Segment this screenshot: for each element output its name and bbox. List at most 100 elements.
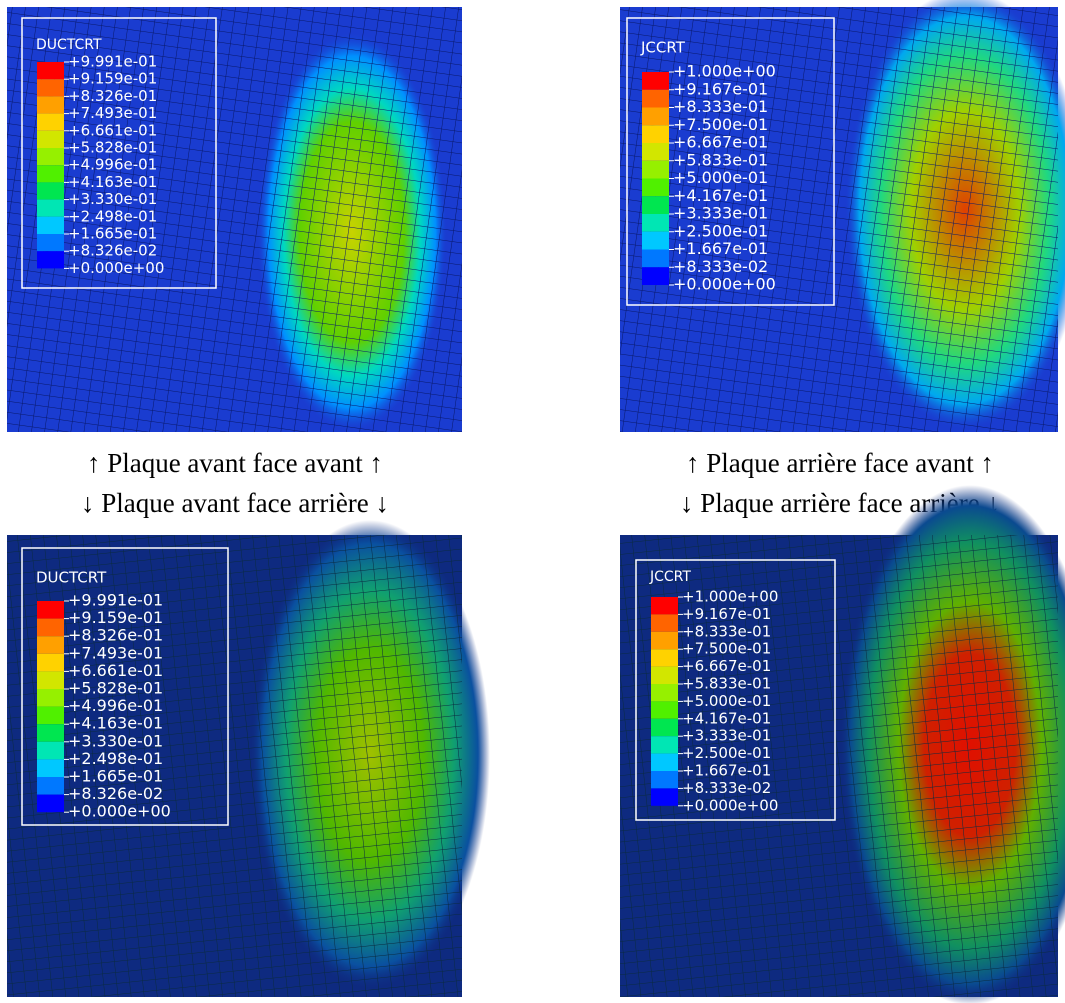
legend-label: +5.828e-01 — [68, 679, 163, 698]
legend-swatch — [651, 614, 678, 632]
legend-swatch — [37, 216, 64, 234]
legend-label: +1.000e+00 — [682, 588, 778, 606]
legend-label: +1.667e-01 — [673, 239, 768, 258]
legend-label: +8.333e-02 — [682, 779, 771, 797]
legend-swatch — [651, 631, 678, 650]
legend-label: +3.333e-01 — [682, 727, 771, 745]
legend-swatch — [642, 249, 669, 268]
legend-label: +9.159e-01 — [68, 70, 157, 88]
legend-swatch — [37, 79, 64, 97]
legend-swatch — [651, 666, 678, 684]
legend-box — [21, 547, 229, 826]
legend-label: +6.667e-01 — [673, 133, 768, 152]
legend-swatch — [651, 788, 678, 806]
legend-label: +9.991e-01 — [68, 591, 163, 610]
legend-label: +1.000e+00 — [673, 62, 776, 81]
legend-swatch — [37, 601, 64, 619]
legend-label: +7.500e-01 — [682, 640, 771, 658]
legend-swatch — [642, 125, 669, 143]
legend-label: +4.163e-01 — [68, 173, 157, 191]
legend-label: +1.665e-01 — [68, 225, 157, 243]
caption: ↑ Plaque arrière face avant ↑ — [686, 448, 994, 478]
legend-label: +6.661e-01 — [68, 121, 157, 139]
legend-box — [635, 559, 836, 821]
legend-title: JCCRT — [649, 569, 691, 585]
legend-label: +2.500e-01 — [673, 221, 768, 240]
legend-label: +7.500e-01 — [673, 115, 768, 134]
contour-panel: DUCTCRT+9.991e-01+9.159e-01+8.326e-01+7.… — [7, 7, 462, 432]
legend-label: +9.167e-01 — [682, 605, 771, 623]
legend-title: DUCTCRT — [36, 37, 102, 53]
legend-swatch — [37, 234, 64, 252]
legend-swatch — [651, 736, 678, 754]
legend-swatch — [37, 148, 64, 166]
legend-box — [626, 17, 835, 306]
legend-label: +5.828e-01 — [68, 139, 157, 157]
legend-swatch — [37, 113, 64, 131]
legend-swatch — [37, 130, 64, 148]
legend-swatch — [37, 165, 64, 183]
legend-swatch — [37, 741, 64, 760]
legend-swatch — [642, 72, 669, 90]
legend-swatch — [37, 251, 64, 269]
legend-label: +1.665e-01 — [68, 767, 163, 786]
legend-swatch — [37, 671, 64, 689]
legend-label: +6.667e-01 — [682, 657, 771, 675]
legend-swatch — [651, 597, 678, 615]
legend-swatch — [37, 689, 64, 707]
legend-label: +2.500e-01 — [682, 744, 771, 762]
legend-label: +7.493e-01 — [68, 104, 157, 122]
legend-label: +8.333e-01 — [673, 97, 768, 116]
legend-label: +5.833e-01 — [673, 150, 768, 169]
element-mesh — [7, 535, 462, 997]
legend-swatch — [642, 214, 669, 232]
legend-swatch — [37, 618, 64, 637]
legend-swatch — [37, 724, 64, 742]
legend-label: +4.167e-01 — [682, 709, 771, 727]
legend-label: +8.333e-02 — [673, 257, 768, 276]
legend-title: DUCTCRT — [36, 569, 107, 587]
legend-label: +6.661e-01 — [68, 661, 163, 680]
legend-label: +2.498e-01 — [68, 749, 163, 768]
element-mesh — [7, 7, 462, 432]
legend-title: JCCRT — [640, 39, 686, 57]
legend-swatch — [37, 96, 64, 114]
legend-swatch — [37, 62, 64, 80]
legend-label: +4.996e-01 — [68, 156, 157, 174]
legend-label: +7.493e-01 — [68, 643, 163, 662]
legend-swatch — [651, 701, 678, 719]
legend-swatch — [642, 178, 669, 197]
legend-label: +3.330e-01 — [68, 731, 163, 750]
legend-swatch — [37, 706, 64, 725]
legend-label: +3.330e-01 — [68, 190, 157, 208]
legend-label: +4.163e-01 — [68, 714, 163, 733]
legend-label: +8.326e-02 — [68, 242, 157, 260]
legend-label: +4.167e-01 — [673, 186, 768, 205]
legend-swatch — [37, 182, 64, 200]
legend-label: +0.000e+00 — [682, 796, 778, 814]
legend-label: +2.498e-01 — [68, 207, 157, 225]
legend-swatch — [651, 684, 678, 702]
legend-label: +8.326e-01 — [68, 87, 157, 105]
element-mesh — [620, 535, 1058, 997]
legend-label: +9.991e-01 — [68, 53, 157, 71]
legend-swatch — [651, 718, 678, 737]
legend-swatch — [642, 89, 669, 108]
legend-swatch — [37, 199, 64, 217]
legend-swatch — [37, 653, 64, 672]
contour-panel: JCCRT +1.000e+00+9.167e-01+8.333e-01+7.50… — [620, 485, 1065, 1003]
legend-label: +8.326e-02 — [68, 784, 163, 803]
legend-label: +3.333e-01 — [673, 204, 768, 223]
legend-label: +8.326e-01 — [68, 626, 163, 645]
legend-swatch — [37, 636, 64, 654]
legend-swatch — [651, 771, 678, 789]
legend-label: +5.000e-01 — [673, 168, 768, 187]
legend-swatch — [37, 759, 64, 777]
legend-box — [21, 17, 217, 289]
legend-swatch — [642, 143, 669, 161]
legend-label: +4.996e-01 — [68, 696, 163, 715]
legend-swatch — [651, 649, 678, 667]
contour-panel: DUCTCRT+9.991e-01+9.159e-01+8.326e-01+7.… — [7, 520, 490, 997]
legend-swatch — [37, 794, 64, 813]
